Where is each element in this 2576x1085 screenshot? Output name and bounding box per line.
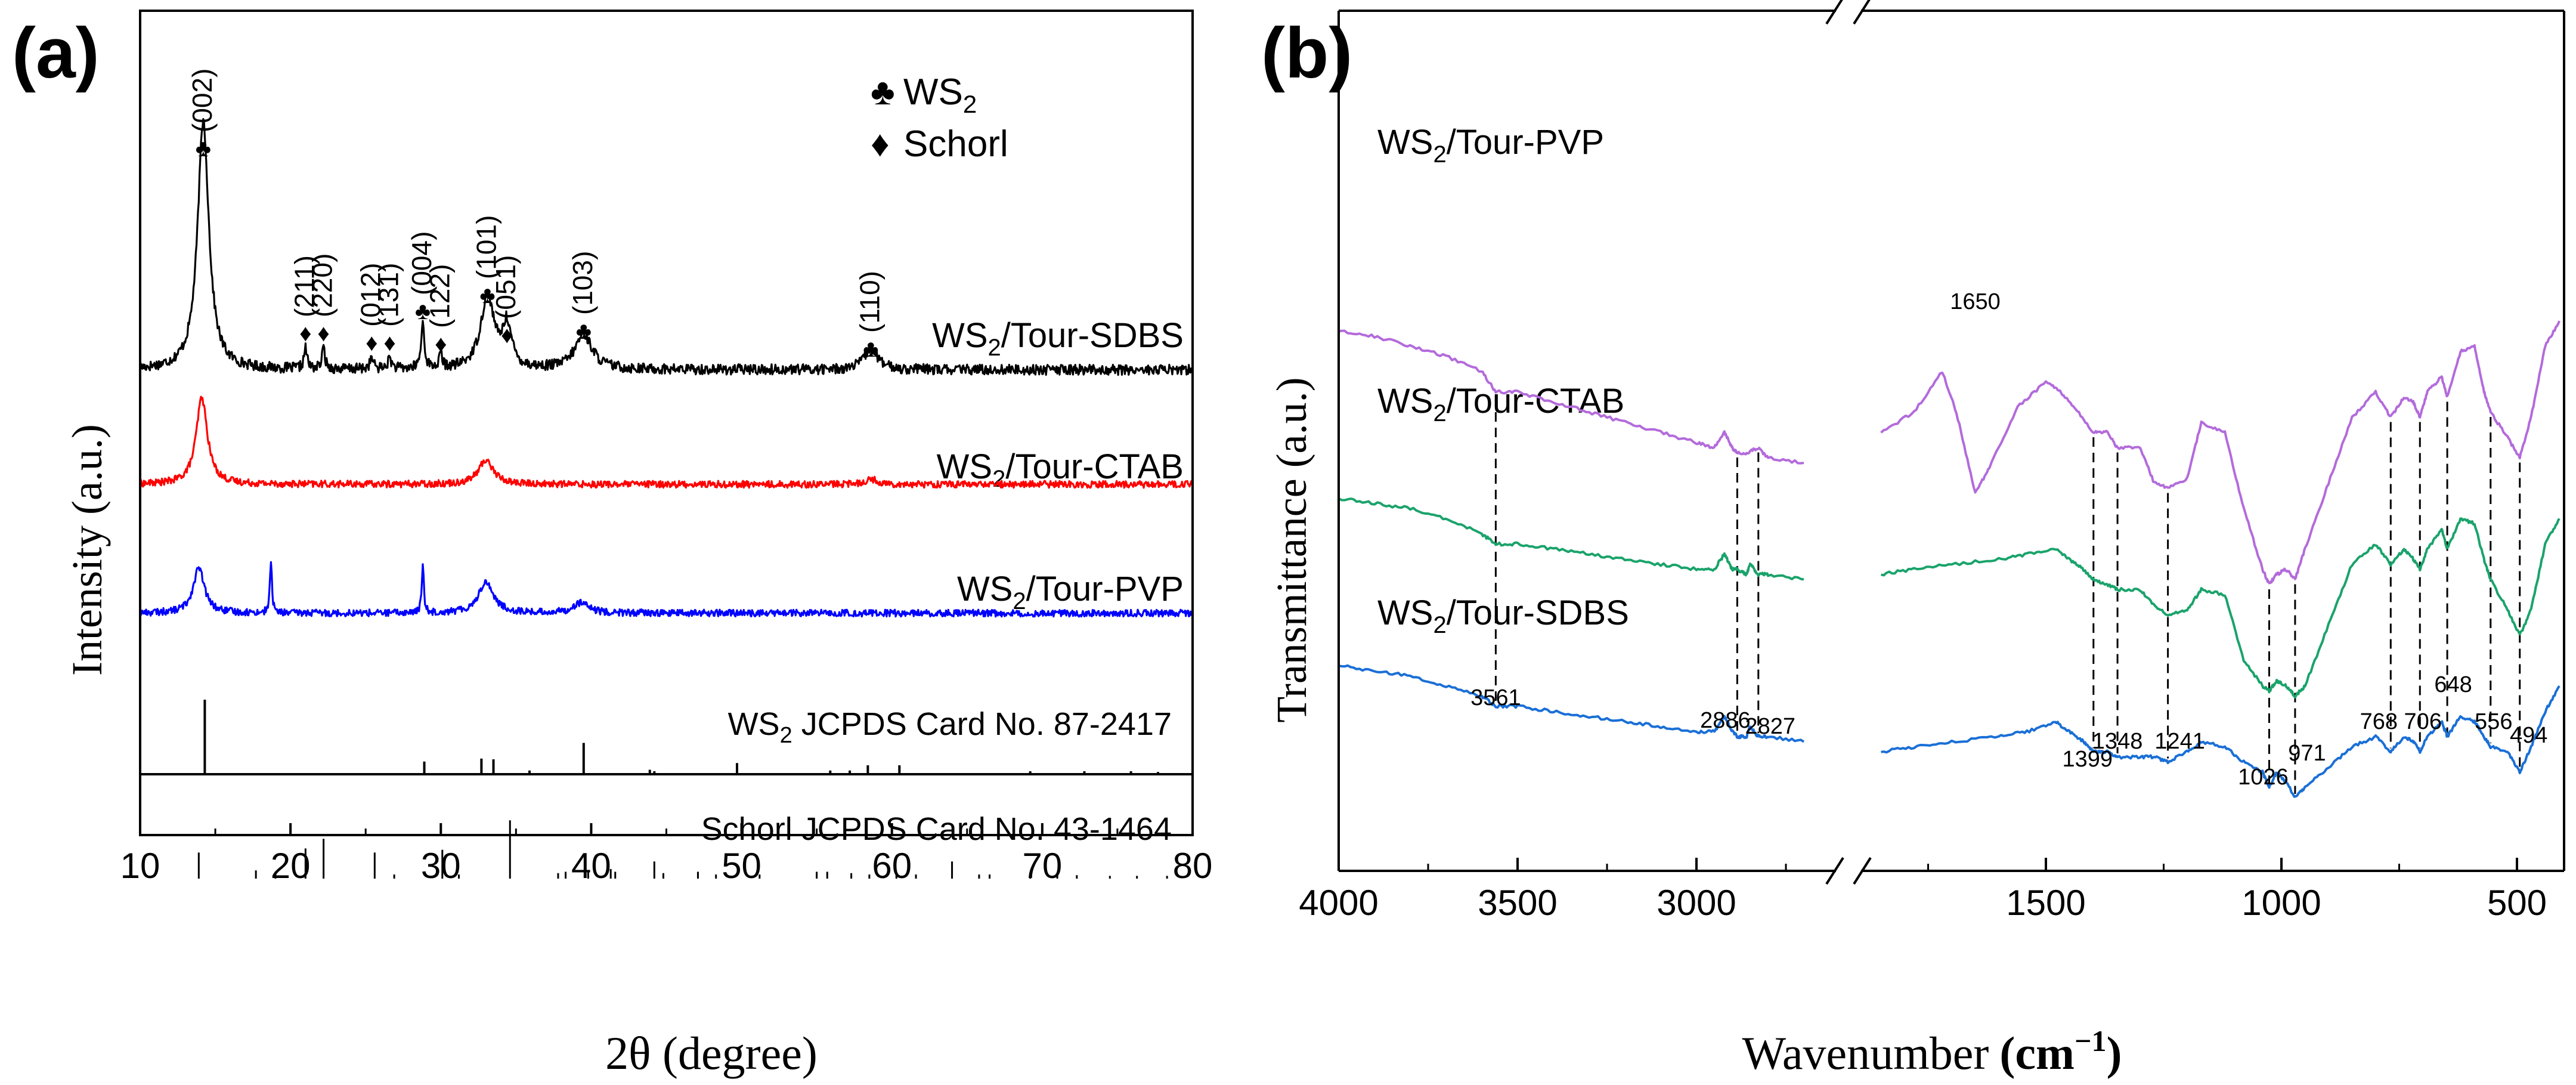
axis-break-mark bbox=[1853, 0, 1871, 25]
panel-a-axes: 10 20 30 40 50 60 70 80 bbox=[120, 10, 1213, 886]
x-tick-label: 1000 bbox=[2241, 883, 2321, 923]
xrd-series-line bbox=[139, 118, 1194, 376]
ftir-label-sdbs: WS2/Tour-SDBS bbox=[1377, 593, 1629, 638]
panel-b: (b) Transmittance (a.u.) Wavenumber (cm−1… bbox=[1261, 0, 2565, 1079]
xrd-series-line bbox=[139, 395, 1194, 489]
x-tick-label: 70 bbox=[1022, 846, 1062, 886]
panel-a-x-axis-label: 2θ (degree) bbox=[605, 1027, 818, 1079]
peak-symbol: ♦ bbox=[366, 330, 377, 356]
x-tick-label: 20 bbox=[271, 846, 311, 886]
peak-hkl-label: (101) bbox=[470, 215, 501, 279]
xrd-series-line bbox=[139, 561, 1194, 618]
band-value-label: 1026 bbox=[2238, 765, 2289, 790]
band-value-label: 3561 bbox=[1470, 685, 1521, 710]
peak-hkl-label: (211) bbox=[289, 255, 320, 317]
card-label-schorl: Schorl JCPDS Card No. 43-1464 bbox=[701, 811, 1172, 847]
axis-break-mark bbox=[1853, 857, 1872, 885]
peak-symbol: ♣ bbox=[576, 318, 592, 344]
peak-symbol: ♦ bbox=[383, 330, 395, 356]
band-value-label: 1241 bbox=[2154, 729, 2205, 754]
peak-symbol: ♦ bbox=[501, 322, 513, 348]
band-value-label: 648 bbox=[2434, 672, 2472, 697]
peak-hkl-label: (051) bbox=[490, 255, 521, 319]
panel-b-series-group bbox=[1338, 320, 2560, 798]
band-value-label: 768 bbox=[2360, 709, 2398, 734]
peak-symbol: ♣ bbox=[415, 298, 431, 324]
card-label-ws2: WS2 JCPDS Card No. 87-2417 bbox=[728, 706, 1172, 748]
peak-hkl-label: (012) bbox=[355, 263, 386, 327]
x-tick-label: 40 bbox=[571, 846, 611, 886]
panel-a-y-axis-label: Intensity (a.u.) bbox=[63, 424, 111, 676]
peak-symbol: ♦ bbox=[435, 331, 447, 357]
band-value-label: 2827 bbox=[1745, 714, 1796, 739]
x-tick-label: 10 bbox=[120, 846, 160, 886]
peak-hkl-label: (004) bbox=[406, 231, 437, 295]
peak-hkl-label: (122) bbox=[424, 264, 455, 328]
band-value-label: 1650 bbox=[1950, 289, 2001, 314]
band-value-label: 494 bbox=[2510, 723, 2547, 748]
panel-b-band-guides bbox=[1494, 397, 2521, 794]
band-value-label: 971 bbox=[2288, 741, 2326, 766]
series-label-sdbs: WS2/Tour-SDBS bbox=[932, 316, 1184, 361]
band-value-label: 706 bbox=[2404, 709, 2442, 734]
ftir-series-line bbox=[1338, 664, 1805, 743]
ftir-series-line bbox=[1338, 497, 1804, 581]
band-value-label: 1399 bbox=[2063, 747, 2113, 772]
panel-a-reference-cards bbox=[140, 700, 1193, 879]
legend-schorl-symbol: ♦ bbox=[871, 123, 890, 165]
peak-symbol: ♣ bbox=[479, 282, 495, 308]
legend-ws2-label: WS2 bbox=[903, 72, 977, 118]
legend-schorl-label: Schorl bbox=[903, 123, 1008, 165]
x-tick-label: 80 bbox=[1173, 846, 1213, 886]
peak-symbol: ♦ bbox=[317, 320, 329, 347]
band-value-label: 556 bbox=[2475, 709, 2512, 734]
panel-b-y-axis-label: Transmittance (a.u.) bbox=[1268, 377, 1315, 722]
ftir-series-line bbox=[1880, 320, 2560, 585]
legend-ws2-symbol: ♣ bbox=[871, 72, 895, 113]
peak-hkl-label: (110) bbox=[854, 271, 885, 333]
ftir-label-ctab: WS2/Tour-CTAB bbox=[1377, 382, 1624, 426]
x-tick-label: 60 bbox=[872, 846, 912, 886]
x-tick-label: 4000 bbox=[1299, 883, 1378, 923]
peak-symbol: ♣ bbox=[863, 336, 878, 362]
peak-hkl-label: (002) bbox=[187, 69, 218, 132]
axis-break-mark bbox=[1825, 0, 1843, 25]
ftir-series-line bbox=[1881, 685, 2560, 798]
x-tick-label: 30 bbox=[421, 846, 461, 886]
ftir-series-line bbox=[1338, 329, 1804, 465]
ftir-series-line bbox=[1880, 517, 2560, 698]
x-tick-label: 3000 bbox=[1657, 883, 1736, 923]
x-tick-label: 50 bbox=[722, 846, 761, 886]
peak-symbol: ♦ bbox=[299, 320, 311, 347]
peak-hkl-label: (220) bbox=[307, 254, 338, 317]
panel-b-label: (b) bbox=[1261, 13, 1352, 93]
series-label-ctab: WS2/Tour-CTAB bbox=[937, 447, 1184, 492]
panel-a: (a) Intensity (a.u.) 2θ (degree) ♣ WS2 ♦… bbox=[12, 10, 1213, 1079]
peak-symbol: ♣ bbox=[196, 135, 211, 162]
panel-a-legend: ♣ WS2 ♦ Schorl bbox=[871, 72, 1008, 165]
panel-a-series-group bbox=[139, 118, 1194, 618]
x-tick-label: 3500 bbox=[1478, 883, 1557, 923]
peak-hkl-label: (103) bbox=[567, 251, 598, 315]
panel-a-peak-annotations: ♣ (002) ♦ (211) ♦ (220) ♦ (012) ♦ (131) ♣ (004) ♦ (12… bbox=[187, 69, 886, 362]
panel-b-axes: 4000 3500 3000 1500 1000 500 bbox=[1299, 0, 2565, 923]
x-tick-label: 500 bbox=[2487, 883, 2547, 923]
peak-hkl-label: (131) bbox=[373, 263, 404, 327]
series-label-pvp: WS2/Tour-PVP bbox=[957, 570, 1184, 614]
x-tick-label: 1500 bbox=[2006, 883, 2085, 923]
ftir-label-pvp: WS2/Tour-PVP bbox=[1377, 123, 1604, 168]
panel-a-label: (a) bbox=[12, 13, 100, 93]
panel-b-x-axis-label: Wavenumber (cm−1) bbox=[1742, 1024, 2122, 1079]
band-value-label: 1348 bbox=[2092, 729, 2143, 754]
band-value-label: 2886 bbox=[1700, 708, 1751, 733]
axis-break-mark bbox=[1825, 857, 1844, 885]
